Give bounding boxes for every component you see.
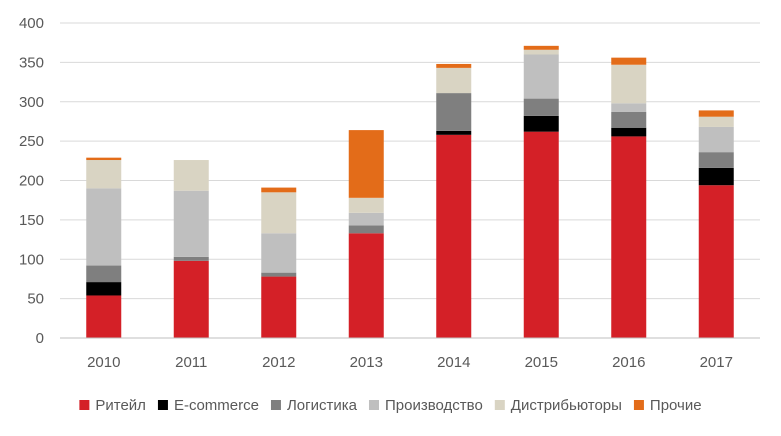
bar-segment xyxy=(698,116,734,127)
bar-segment xyxy=(436,93,472,131)
bar-segment xyxy=(436,134,472,338)
y-tick-label: 0 xyxy=(36,330,44,347)
legend-swatch xyxy=(633,400,644,410)
bar-segment xyxy=(86,282,122,296)
x-tick-label: 2014 xyxy=(437,354,470,371)
legend-swatch xyxy=(157,400,168,410)
bar-segment xyxy=(261,187,297,193)
bar-segment xyxy=(698,110,734,117)
bar-segment xyxy=(261,233,297,273)
legend-item: Ритейл xyxy=(79,397,146,414)
legend-label: Ритейл xyxy=(95,397,146,414)
bar-segment xyxy=(348,212,384,226)
bar-segment xyxy=(261,192,297,234)
x-tick-label: 2015 xyxy=(525,354,558,371)
bar-segment xyxy=(173,260,209,338)
bar-segment xyxy=(611,103,647,112)
x-tick-label: 2016 xyxy=(612,354,645,371)
bar-segment xyxy=(86,157,122,161)
bar-segment xyxy=(436,130,472,135)
grid xyxy=(60,22,760,300)
legend-swatch xyxy=(270,400,281,410)
bars xyxy=(86,45,734,338)
bar-segment xyxy=(86,295,122,338)
legend-label: Логистика xyxy=(287,397,358,414)
legend-label: Прочие xyxy=(650,397,702,414)
legend: Ритейл E-commerce Логистика Производство Дис… xyxy=(79,397,702,414)
x-tick-label: 2011 xyxy=(175,354,207,371)
axes: 0 50 100 150 200 250 300 350 400 2010 2011 2012 2013… xyxy=(19,15,760,371)
legend-swatch xyxy=(494,400,505,410)
bar-segment xyxy=(436,63,472,68)
bar-segment xyxy=(173,256,209,261)
legend-swatch xyxy=(368,400,379,410)
y-tick-label: 400 xyxy=(19,15,44,32)
y-tick-label: 200 xyxy=(19,173,44,190)
bar-segment xyxy=(611,127,647,137)
bar-segment xyxy=(523,115,559,132)
bar-segment xyxy=(86,265,122,283)
y-tick-label: 150 xyxy=(19,212,44,229)
y-tick-label: 100 xyxy=(19,251,44,268)
legend-label: E-commerce xyxy=(174,397,259,414)
bar-segment xyxy=(523,45,559,50)
bar-segment xyxy=(523,54,559,99)
bar-segment xyxy=(698,185,734,338)
y-tick-label: 50 xyxy=(27,291,44,308)
x-tick-label: 2017 xyxy=(700,354,733,371)
bar-segment xyxy=(261,276,297,338)
x-tick-label: 2012 xyxy=(262,354,295,371)
bar-segment xyxy=(698,126,734,153)
bar-segment xyxy=(611,111,647,128)
bar-segment xyxy=(86,160,122,189)
legend-label: Дистрибьюторы xyxy=(511,397,622,414)
legend-label: Производство xyxy=(385,397,483,414)
x-tick-label: 2010 xyxy=(87,354,120,371)
bar-segment xyxy=(348,130,384,198)
bar-segment xyxy=(348,233,384,338)
legend-item: Прочие xyxy=(633,397,702,414)
bar-segment xyxy=(173,190,209,257)
bar-segment xyxy=(523,49,559,55)
legend-swatch xyxy=(79,400,90,410)
y-tick-label: 250 xyxy=(19,133,44,150)
bar-segment xyxy=(173,160,209,191)
y-tick-label: 300 xyxy=(19,94,44,111)
legend-item: Логистика xyxy=(270,397,358,414)
x-tick-label: 2013 xyxy=(350,354,383,371)
bar-segment xyxy=(611,57,647,65)
bar-segment xyxy=(611,136,647,338)
legend-item: Производство xyxy=(368,397,483,414)
bar-segment xyxy=(523,98,559,116)
bar-segment xyxy=(523,131,559,338)
bar-segment xyxy=(86,188,122,266)
legend-item: Дистрибьюторы xyxy=(494,397,622,414)
bar-segment xyxy=(611,64,647,104)
bar-segment xyxy=(698,167,734,186)
legend-item: E-commerce xyxy=(157,397,259,414)
bar-segment xyxy=(348,225,384,234)
bar-segment xyxy=(436,67,472,94)
y-tick-label: 350 xyxy=(19,54,44,71)
bar-segment xyxy=(348,197,384,213)
bar-segment xyxy=(261,272,297,277)
bar-segment xyxy=(698,152,734,168)
